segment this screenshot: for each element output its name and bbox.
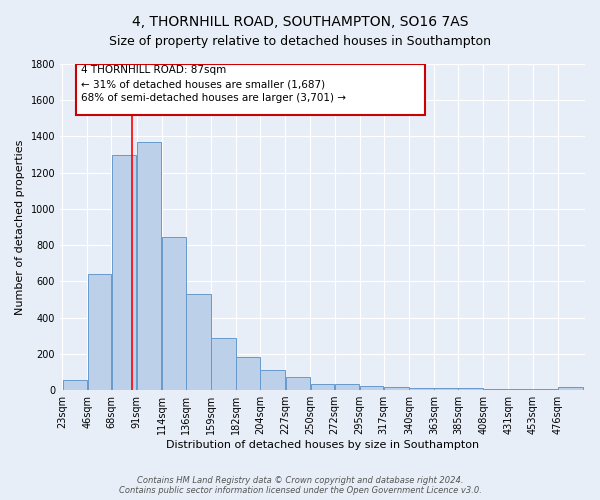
Bar bbox=[112, 154, 136, 390]
Bar bbox=[137, 142, 161, 390]
Text: Contains HM Land Registry data © Crown copyright and database right 2024.
Contai: Contains HM Land Registry data © Crown c… bbox=[119, 476, 481, 495]
Text: Size of property relative to detached houses in Southampton: Size of property relative to detached ho… bbox=[109, 35, 491, 48]
Text: 4 THORNHILL ROAD: 87sqm
← 31% of detached houses are smaller (1,687)
68% of semi: 4 THORNHILL ROAD: 87sqm ← 31% of detache… bbox=[81, 66, 346, 104]
Bar bbox=[236, 356, 260, 390]
Bar bbox=[260, 370, 285, 390]
Bar bbox=[434, 388, 458, 390]
Y-axis label: Number of detached properties: Number of detached properties bbox=[15, 140, 25, 314]
Bar bbox=[384, 388, 409, 390]
Bar bbox=[211, 338, 236, 390]
Bar bbox=[409, 388, 434, 390]
Text: 4, THORNHILL ROAD, SOUTHAMPTON, SO16 7AS: 4, THORNHILL ROAD, SOUTHAMPTON, SO16 7AS bbox=[132, 15, 468, 29]
Bar bbox=[311, 384, 334, 390]
Bar bbox=[335, 384, 359, 390]
Bar bbox=[186, 294, 211, 390]
Bar bbox=[88, 274, 111, 390]
Bar bbox=[286, 378, 310, 390]
X-axis label: Distribution of detached houses by size in Southampton: Distribution of detached houses by size … bbox=[166, 440, 479, 450]
Bar bbox=[458, 388, 483, 390]
Bar bbox=[484, 389, 508, 390]
Bar bbox=[76, 64, 425, 114]
Bar bbox=[558, 388, 583, 390]
Bar bbox=[162, 237, 185, 390]
Bar bbox=[533, 389, 557, 390]
Bar bbox=[509, 389, 532, 390]
Bar bbox=[62, 380, 87, 390]
Bar bbox=[360, 386, 383, 390]
